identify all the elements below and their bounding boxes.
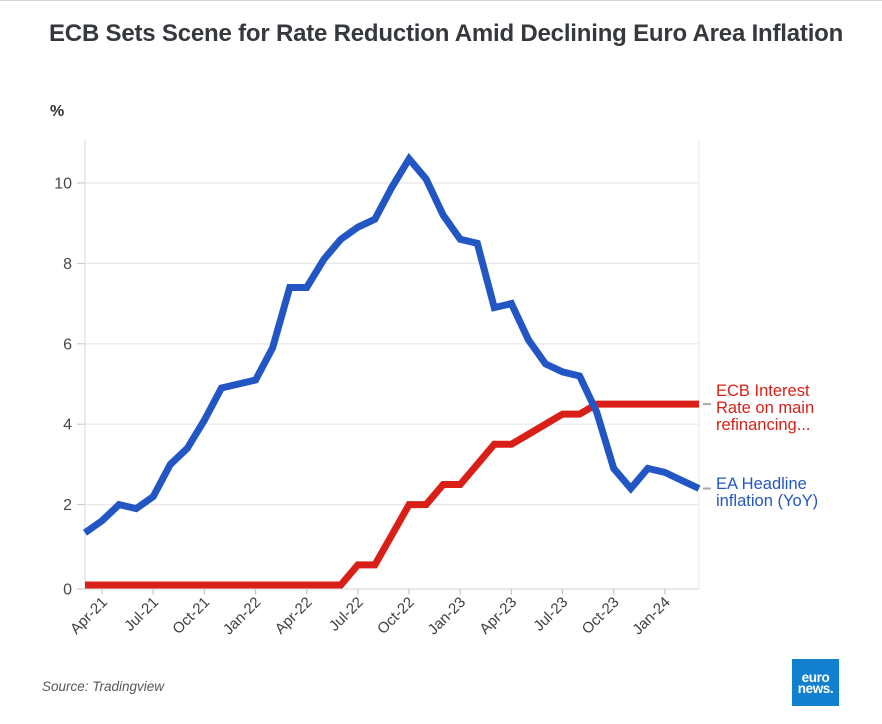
- y-axis-label: 2: [63, 497, 72, 514]
- x-axis-label: Jan-24: [629, 594, 673, 638]
- euronews-logo: euro news.: [792, 659, 839, 706]
- y-axis-unit-label: %: [50, 103, 65, 120]
- legend-rate-label: ECB Interest Rate on main refinancing...: [716, 382, 814, 434]
- legend-rate-label-line: refinancing...: [716, 416, 810, 434]
- euronews-logo-text-news: news.: [797, 680, 834, 696]
- x-axis-label: Apr-22: [272, 594, 316, 638]
- ecb-rate-line: [85, 400, 699, 589]
- y-axis-label: 0: [63, 582, 72, 599]
- legend-inflation-label: EA Headline inflation (YoY): [716, 475, 818, 510]
- chart-title: ECB Sets Scene for Rate Reduction Amid D…: [49, 20, 844, 47]
- legend-inflation-label-line: inflation (YoY): [716, 492, 818, 510]
- y-axis-label: 6: [63, 336, 72, 353]
- x-axis-label: Jan-22: [220, 594, 264, 638]
- x-axis-label: Jul-21: [121, 594, 162, 635]
- legend-inflation-label-line: EA Headline: [716, 475, 807, 493]
- y-axis-label: 8: [63, 256, 72, 273]
- inflation-line: [82, 152, 701, 536]
- legend-rate-label-line: ECB Interest: [716, 382, 810, 400]
- x-axis-label: Jul-22: [326, 594, 367, 635]
- y-axis-label: 4: [63, 417, 72, 434]
- x-axis-label: Oct-21: [169, 594, 213, 638]
- y-axis-label: 10: [54, 176, 72, 193]
- euronews-logo-text-euro: euro: [801, 669, 830, 685]
- x-axis-label: Jul-23: [530, 594, 571, 635]
- window-top-border: [0, 0, 882, 1]
- x-axis-label: Apr-21: [67, 594, 111, 638]
- x-axis-label: Apr-23: [476, 594, 520, 638]
- x-axis-label: Jan-23: [425, 594, 469, 638]
- x-axis-label: Oct-22: [374, 594, 418, 638]
- source-attribution: Source: Tradingview: [42, 679, 165, 694]
- x-axis-label: Oct-23: [579, 594, 623, 638]
- legend-rate-label-line: Rate on main: [716, 399, 814, 417]
